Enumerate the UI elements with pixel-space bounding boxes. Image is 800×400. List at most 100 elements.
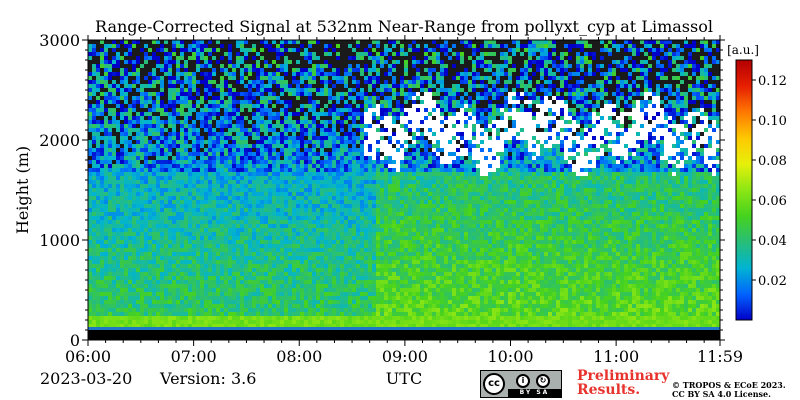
heatmap-cell: [184, 168, 188, 172]
heatmap-cell: [312, 60, 316, 64]
heatmap-cell: [280, 64, 284, 68]
heatmap-cell: [324, 172, 328, 176]
heatmap-cell: [268, 48, 272, 52]
heatmap-cell: [92, 300, 96, 304]
heatmap-cell: [312, 96, 316, 100]
heatmap-cell: [316, 68, 320, 72]
heatmap-cell: [184, 296, 188, 300]
heatmap-cell: [168, 120, 172, 124]
heatmap-cell: [124, 96, 128, 100]
heatmap-cell: [276, 52, 280, 56]
heatmap-cell: [104, 140, 108, 144]
heatmap-cell: [156, 44, 160, 48]
heatmap-cell: [212, 184, 216, 188]
heatmap-cell: [160, 184, 164, 188]
heatmap-cell: [212, 44, 216, 48]
heatmap-cell: [328, 196, 332, 200]
heatmap-cell: [116, 188, 120, 192]
heatmap-cell: [352, 236, 356, 240]
heatmap-cell: [128, 272, 132, 276]
heatmap-cell: [160, 80, 164, 84]
heatmap-cell: [128, 100, 132, 104]
heatmap-cell: [152, 188, 156, 192]
heatmap-cell: [240, 152, 244, 156]
heatmap-cell: [248, 132, 252, 136]
heatmap-cell: [116, 164, 120, 168]
heatmap-cell: [184, 188, 188, 192]
heatmap-cell: [88, 272, 92, 276]
heatmap-cell: [324, 72, 328, 76]
heatmap-cell: [280, 100, 284, 104]
heatmap-cell: [164, 128, 168, 132]
heatmap-cell: [180, 308, 184, 312]
heatmap-cell: [312, 148, 316, 152]
heatmap-cell: [312, 212, 316, 216]
heatmap-cell: [96, 296, 100, 300]
heatmap-cell: [148, 212, 152, 216]
heatmap-cell: [336, 236, 340, 240]
heatmap-cell: [280, 96, 284, 100]
heatmap-cell: [292, 300, 296, 304]
heatmap-cell: [208, 264, 212, 268]
heatmap-cell: [132, 232, 136, 236]
heatmap-cell: [180, 276, 184, 280]
heatmap-cell: [188, 312, 192, 316]
heatmap-cell: [204, 68, 208, 72]
heatmap-cell: [320, 220, 324, 224]
heatmap-cell: [92, 132, 96, 136]
heatmap-cell: [144, 232, 148, 236]
heatmap-cell: [96, 212, 100, 216]
heatmap-cell: [336, 252, 340, 256]
heatmap-cell: [136, 76, 140, 80]
heatmap-cell: [156, 140, 160, 144]
heatmap-cell: [144, 320, 148, 324]
heatmap-cell: [256, 96, 260, 100]
heatmap-cell: [92, 208, 96, 212]
heatmap-cell: [224, 64, 228, 68]
heatmap-cell: [100, 268, 104, 272]
heatmap-cell: [208, 116, 212, 120]
heatmap-cell: [212, 260, 216, 264]
heatmap-cell: [312, 48, 316, 52]
heatmap-cell: [92, 304, 96, 308]
heatmap-cell: [268, 68, 272, 72]
heatmap-cell: [100, 124, 104, 128]
heatmap-cell: [88, 72, 92, 76]
heatmap-cell: [216, 272, 220, 276]
heatmap-cell: [348, 184, 352, 188]
heatmap-cell: [116, 152, 120, 156]
heatmap-cell: [292, 172, 296, 176]
heatmap-cell: [196, 268, 200, 272]
heatmap-cell: [88, 68, 92, 72]
heatmap-cell: [264, 60, 268, 64]
heatmap-cell: [224, 276, 228, 280]
heatmap-cell: [300, 184, 304, 188]
heatmap-cell: [320, 212, 324, 216]
heatmap-cell: [248, 312, 252, 316]
heatmap-cell: [140, 60, 144, 64]
heatmap-cell: [160, 48, 164, 52]
heatmap-cell: [308, 268, 312, 272]
heatmap-cell: [212, 132, 216, 136]
heatmap-cell: [176, 304, 180, 308]
heatmap-cell: [264, 160, 268, 164]
heatmap-cell: [320, 172, 324, 176]
heatmap-cell: [196, 120, 200, 124]
heatmap-cell: [284, 244, 288, 248]
heatmap-cell: [200, 236, 204, 240]
heatmap-cell: [176, 264, 180, 268]
heatmap-cell: [152, 112, 156, 116]
heatmap-cell: [196, 260, 200, 264]
heatmap-cell: [132, 168, 136, 172]
heatmap-cell: [184, 212, 188, 216]
heatmap-cell: [360, 212, 364, 216]
heatmap-cell: [336, 108, 340, 112]
heatmap-cell: [360, 180, 364, 184]
heatmap-cell: [276, 316, 280, 320]
heatmap-cell: [232, 316, 236, 320]
heatmap-cell: [96, 204, 100, 208]
heatmap-cell: [232, 136, 236, 140]
heatmap-cell: [328, 276, 332, 280]
heatmap-cell: [236, 80, 240, 84]
heatmap-cell: [316, 108, 320, 112]
